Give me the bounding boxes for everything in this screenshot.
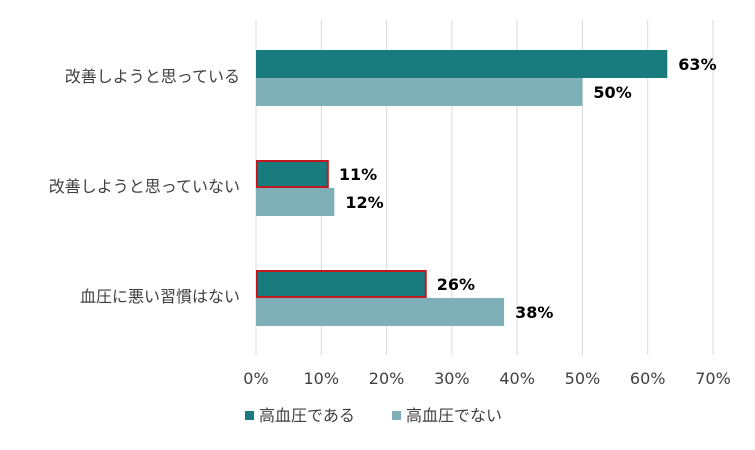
- category-label: 血圧に悪い習慣はない: [80, 287, 240, 306]
- x-tick-label: 10%: [304, 369, 340, 388]
- bar: [256, 50, 668, 78]
- category-label: 改善しようと思っている: [65, 67, 240, 86]
- data-label: 12%: [345, 193, 383, 212]
- bar: [256, 188, 335, 216]
- x-tick-label: 40%: [499, 369, 535, 388]
- bars: [256, 50, 668, 326]
- legend-swatch: [392, 411, 401, 420]
- data-label: 63%: [678, 55, 716, 74]
- data-label: 50%: [593, 83, 631, 102]
- legend: 高血圧である 高血圧でない: [245, 406, 502, 425]
- data-label: 11%: [339, 165, 377, 184]
- bar: [256, 298, 505, 326]
- legend-label: 高血圧でない: [406, 406, 502, 425]
- data-labels: 63% 11% 26% 50% 12% 38%: [339, 55, 717, 322]
- category-label: 改善しようと思っていない: [49, 177, 240, 196]
- data-label: 26%: [437, 275, 475, 294]
- x-axis-tick-labels: 0% 10% 20% 30% 40% 50% 60% 70%: [243, 369, 730, 388]
- bar: [256, 78, 583, 106]
- bar: [256, 270, 427, 298]
- legend-label: 高血圧である: [259, 406, 355, 425]
- x-tick-label: 50%: [565, 369, 601, 388]
- x-tick-label: 20%: [369, 369, 405, 388]
- x-tick-label: 30%: [434, 369, 470, 388]
- x-tick-label: 70%: [695, 369, 731, 388]
- category-labels: 改善しようと思っている 改善しようと思っていない 血圧に悪い習慣はない: [49, 67, 240, 306]
- bar: [256, 160, 329, 188]
- x-tick-label: 60%: [630, 369, 666, 388]
- legend-swatch: [245, 411, 254, 420]
- x-tick-label: 0%: [243, 369, 268, 388]
- data-label: 38%: [515, 303, 553, 322]
